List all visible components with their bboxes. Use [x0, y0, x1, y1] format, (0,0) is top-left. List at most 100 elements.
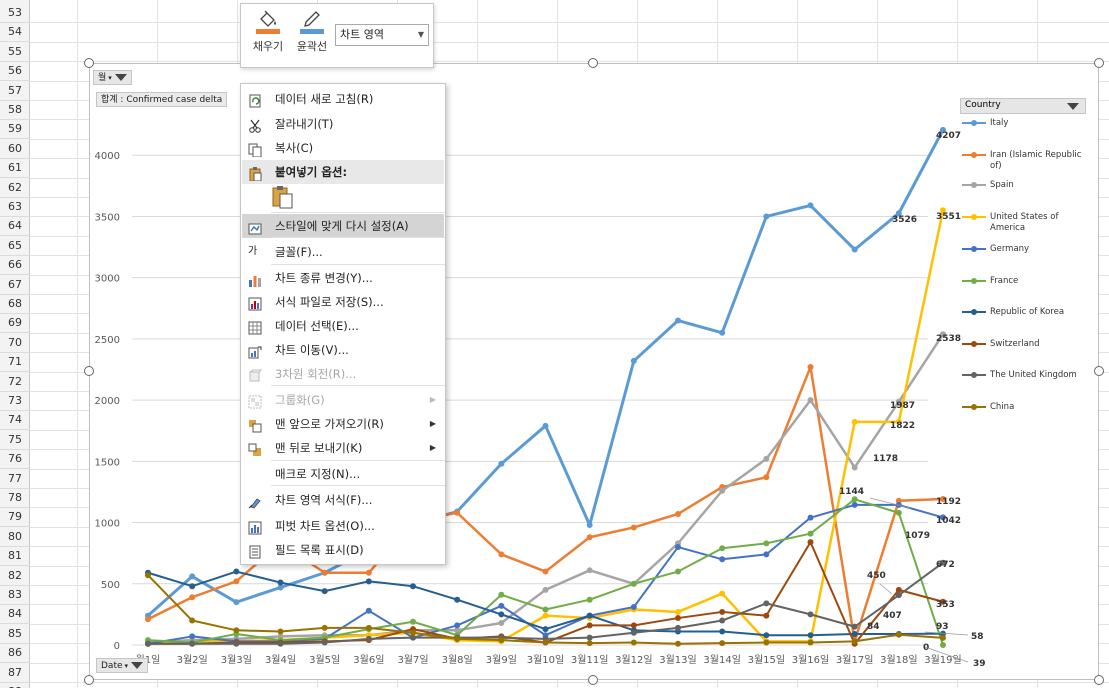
data-point[interactable] [542, 606, 549, 613]
data-point[interactable] [675, 544, 681, 551]
country-legend-field-button[interactable]: Country [960, 98, 1086, 114]
data-point[interactable] [719, 617, 726, 624]
data-point[interactable] [807, 397, 814, 404]
row-number[interactable]: 77 [0, 469, 30, 489]
data-point[interactable] [763, 632, 770, 639]
data-point[interactable] [940, 634, 946, 641]
resize-handle-top[interactable] [588, 58, 598, 68]
data-point[interactable] [675, 640, 681, 647]
data-point[interactable] [763, 213, 770, 220]
data-point[interactable] [542, 568, 549, 575]
data-point[interactable] [498, 551, 505, 558]
data-point[interactable] [851, 638, 858, 645]
data-point[interactable] [410, 618, 416, 625]
row-number[interactable]: 76 [0, 449, 30, 470]
data-point[interactable] [675, 510, 681, 517]
data-point[interactable] [233, 640, 240, 647]
data-point[interactable] [365, 635, 372, 642]
data-point[interactable] [586, 640, 593, 647]
row-number[interactable]: 71 [0, 352, 30, 373]
data-point[interactable] [586, 522, 593, 529]
data-point[interactable] [410, 583, 416, 590]
data-point[interactable] [807, 530, 814, 537]
row-number[interactable]: 65 [0, 236, 30, 256]
data-point[interactable] [675, 615, 681, 622]
data-point[interactable] [542, 639, 549, 646]
row-number[interactable]: 59 [0, 119, 30, 140]
data-point[interactable] [895, 210, 902, 217]
row-number[interactable]: 82 [0, 566, 30, 586]
row-number[interactable]: 57 [0, 81, 30, 101]
data-point[interactable] [807, 202, 814, 209]
menu-item-format-area[interactable]: 차트 영역 서식(F)... [242, 488, 444, 512]
data-point[interactable] [277, 579, 284, 586]
data-point[interactable] [233, 599, 240, 606]
row-number[interactable]: 72 [0, 372, 30, 392]
row-number[interactable]: 63 [0, 197, 30, 217]
data-point[interactable] [719, 545, 726, 552]
menu-item-copy[interactable]: 복사(C) [242, 136, 444, 160]
data-point[interactable] [145, 616, 151, 623]
menu-item-move-chart[interactable]: 차트 이동(V)... [242, 338, 444, 362]
data-point[interactable] [895, 586, 902, 593]
data-point[interactable] [189, 583, 196, 590]
data-point[interactable] [189, 573, 196, 580]
resize-handle-bottom[interactable] [588, 675, 598, 685]
data-point[interactable] [586, 534, 593, 541]
data-point[interactable] [365, 569, 372, 576]
outline-button[interactable]: 윤곽선 [291, 10, 333, 64]
row-number[interactable]: 83 [0, 585, 30, 605]
data-point[interactable] [542, 422, 549, 429]
data-point[interactable] [895, 592, 902, 599]
data-point[interactable] [498, 637, 505, 644]
row-number[interactable]: 60 [0, 139, 30, 159]
data-point[interactable] [321, 569, 328, 576]
data-point[interactable] [630, 524, 637, 531]
data-point[interactable] [807, 639, 814, 646]
data-point[interactable] [233, 578, 240, 585]
data-point[interactable] [719, 556, 726, 563]
month-filter-button[interactable]: 월 ▾ [93, 70, 132, 85]
menu-item-rotate-3d[interactable]: 3차원 회전(R)... [242, 362, 444, 386]
menu-item-chart-type[interactable]: 차트 종류 변경(Y)... [242, 266, 444, 290]
data-point[interactable] [719, 590, 726, 597]
menu-item-refresh[interactable]: 데이터 새로 고침(R) [242, 87, 444, 111]
row-number[interactable]: 53 [0, 3, 30, 23]
data-point[interactable] [895, 497, 902, 504]
data-point[interactable] [763, 612, 770, 619]
data-point[interactable] [630, 357, 637, 364]
data-point[interactable] [675, 568, 681, 575]
row-number[interactable]: 79 [0, 507, 30, 528]
data-point[interactable] [763, 600, 770, 607]
row-number[interactable]: 88 [0, 682, 30, 688]
data-point[interactable] [454, 627, 461, 634]
data-point[interactable] [675, 608, 681, 615]
row-number[interactable]: 67 [0, 275, 30, 295]
data-point[interactable] [630, 580, 637, 587]
data-point[interactable] [807, 514, 814, 521]
resize-handle-right[interactable] [1094, 366, 1104, 376]
data-point[interactable] [807, 364, 814, 371]
data-point[interactable] [675, 624, 681, 631]
data-point[interactable] [145, 640, 151, 647]
data-point[interactable] [498, 611, 505, 618]
data-point[interactable] [851, 623, 858, 630]
data-point[interactable] [498, 602, 505, 609]
row-number[interactable]: 80 [0, 527, 30, 547]
data-point[interactable] [321, 588, 328, 595]
data-point[interactable] [719, 487, 726, 494]
data-point[interactable] [410, 629, 416, 636]
data-point[interactable] [189, 594, 196, 601]
row-number[interactable]: 81 [0, 546, 30, 567]
menu-item-send-back[interactable]: 맨 뒤로 보내기(K) ▶ [242, 436, 444, 460]
data-point[interactable] [321, 639, 328, 646]
data-point[interactable] [189, 640, 196, 647]
row-number[interactable]: 54 [0, 22, 30, 43]
data-point[interactable] [940, 642, 946, 648]
data-point[interactable] [586, 567, 593, 574]
data-point[interactable] [719, 329, 726, 336]
row-number[interactable]: 58 [0, 100, 30, 120]
data-point[interactable] [763, 474, 770, 481]
data-point[interactable] [586, 612, 593, 619]
row-number[interactable]: 73 [0, 391, 30, 411]
